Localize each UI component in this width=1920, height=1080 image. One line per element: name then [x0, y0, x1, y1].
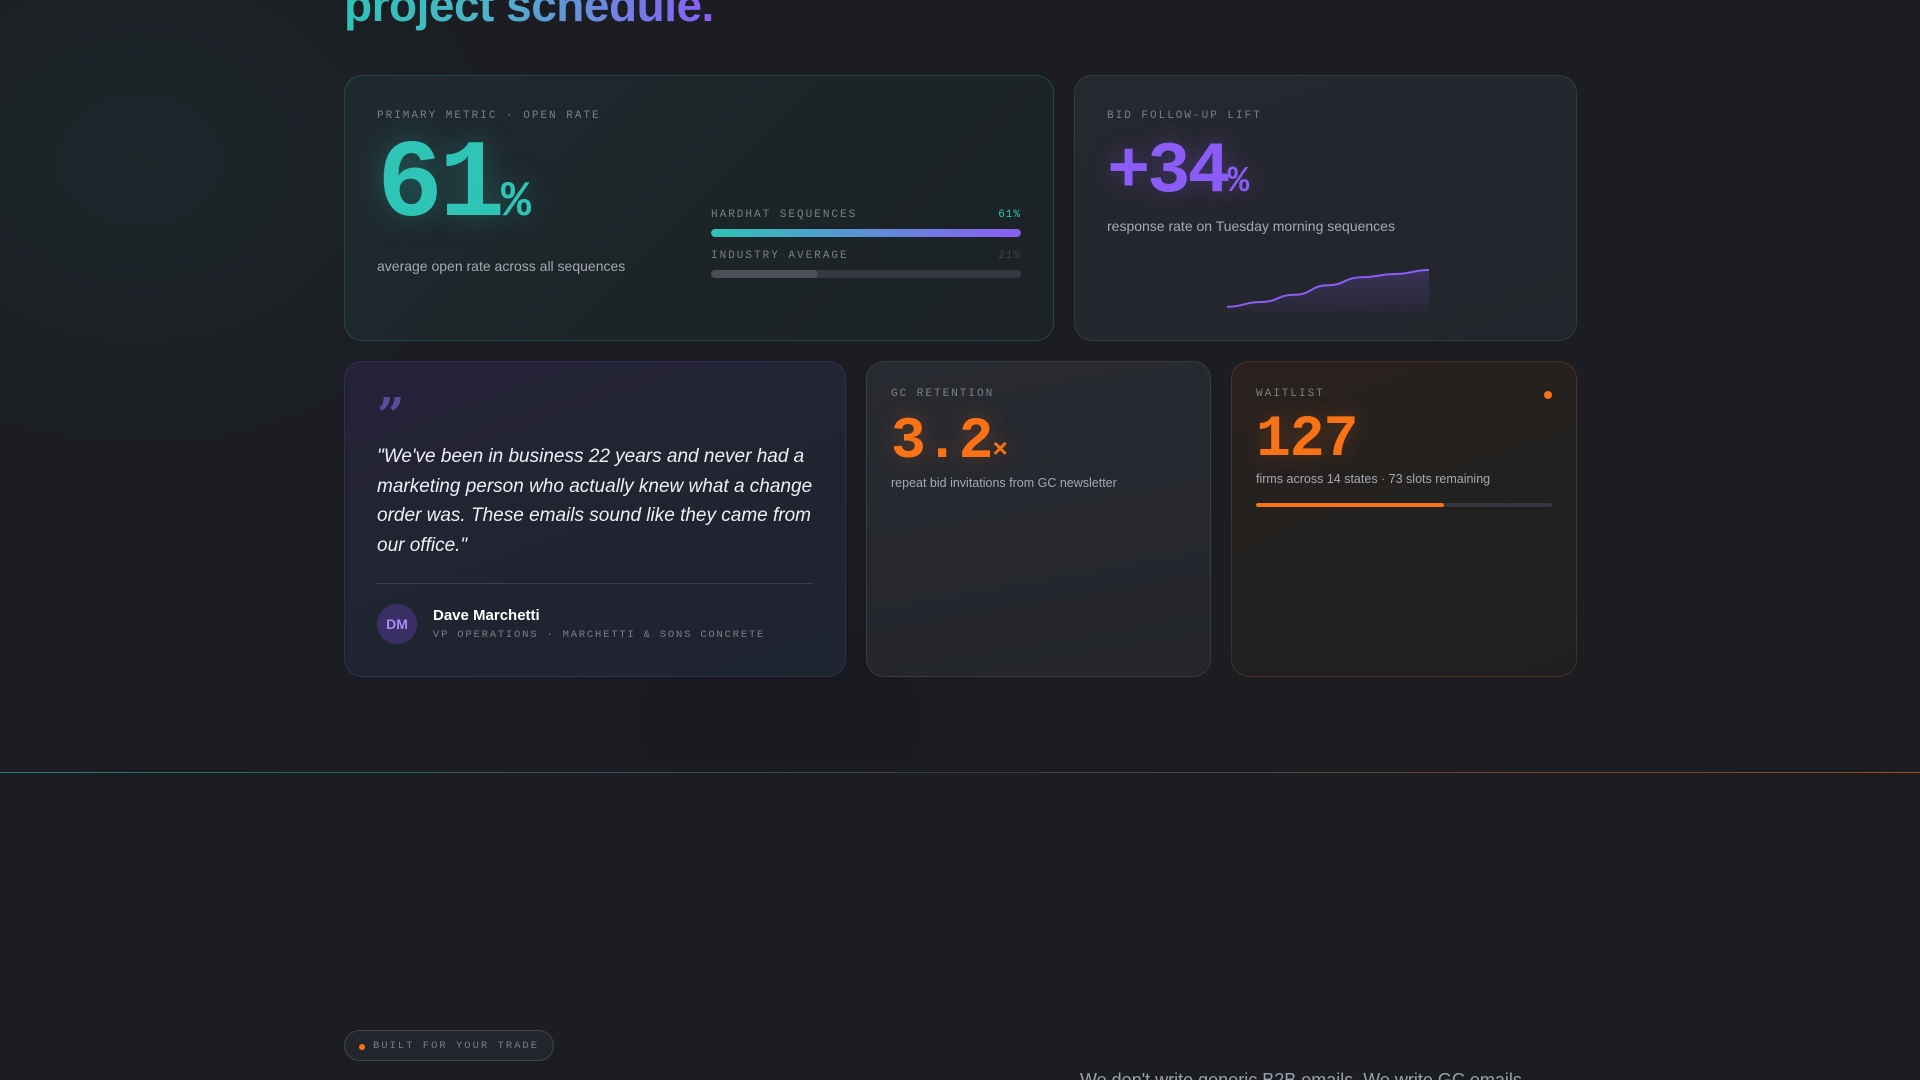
waitlist-eyebrow: WAITLIST [1256, 388, 1325, 400]
open-rate-eyebrow: PRIMARY METRIC · OPEN RATE [377, 110, 601, 122]
status-dot-icon [1544, 391, 1552, 399]
author-role: VP OPERATIONS · MARCHETTI & SONS CONCRET… [433, 629, 766, 641]
hardhat-bar-track [711, 229, 1021, 237]
testimonial-card: ” "We've been in business 22 years and n… [344, 361, 846, 677]
sparkline-line [1226, 269, 1430, 308]
testimonial-divider [377, 583, 813, 584]
section-intro-text: We don't write generic B2B emails. We wr… [1080, 1070, 1527, 1080]
bid-lift-unit: % [1227, 161, 1250, 202]
gc-retention-number: 3.2 [891, 410, 993, 475]
gc-retention-description: repeat bid invitations from GC newslette… [891, 476, 1117, 490]
waitlist-description: firms across 14 states · 73 slots remain… [1256, 472, 1491, 486]
gc-retention-card: GC RETENTION 3.2× repeat bid invitations… [866, 361, 1211, 677]
industry-bar-track [711, 270, 1021, 278]
badge-dot-icon [359, 1044, 365, 1050]
avatar: DM [377, 604, 417, 644]
hardhat-bar-fill [711, 229, 1021, 237]
bid-lift-number: +34 [1107, 131, 1231, 213]
hero-title: project schedule. [344, 0, 714, 32]
waitlist-card: WAITLIST 127 firms across 14 states · 73… [1231, 361, 1577, 677]
hardhat-bar: HARDHAT SEQUENCES 61% [711, 209, 1021, 237]
waitlist-progress-fill [1256, 503, 1444, 507]
section-divider [0, 772, 1920, 773]
open-rate-value: 61% [377, 132, 531, 242]
author-name: Dave Marchetti [433, 607, 540, 624]
gc-retention-value: 3.2× [891, 414, 1008, 472]
quote-mark-icon: ” [377, 388, 405, 444]
hardhat-bar-value: 61% [998, 209, 1021, 221]
open-rate-unit: % [501, 174, 532, 231]
industry-bar-fill [711, 270, 818, 278]
industry-bar: INDUSTRY AVERAGE 21% [711, 250, 1021, 278]
bid-lift-card: BID FOLLOW-UP LIFT +34% response rate on… [1074, 75, 1577, 341]
trade-badge-label: BUILT FOR YOUR TRADE [373, 1039, 540, 1052]
industry-bar-label: INDUSTRY AVERAGE [711, 250, 849, 262]
bid-lift-sparkline [1226, 269, 1430, 314]
bid-lift-value: +34% [1107, 136, 1249, 208]
waitlist-progress-track [1256, 503, 1552, 507]
gc-retention-eyebrow: GC RETENTION [891, 388, 995, 400]
gc-retention-unit: × [992, 435, 1008, 465]
sparkline-area [1227, 270, 1429, 314]
open-rate-number: 61 [377, 124, 505, 249]
open-rate-card: PRIMARY METRIC · OPEN RATE 61% average o… [344, 75, 1054, 341]
trade-badge: BUILT FOR YOUR TRADE [344, 1030, 555, 1061]
industry-bar-value: 21% [998, 250, 1021, 262]
bid-lift-description: response rate on Tuesday morning sequenc… [1107, 218, 1395, 234]
waitlist-value: 127 [1256, 408, 1358, 473]
testimonial-text: "We've been in business 22 years and nev… [377, 446, 813, 556]
open-rate-description: average open rate across all sequences [377, 258, 626, 274]
bid-lift-eyebrow: BID FOLLOW-UP LIFT [1107, 110, 1262, 122]
hardhat-bar-label: HARDHAT SEQUENCES [711, 209, 858, 221]
